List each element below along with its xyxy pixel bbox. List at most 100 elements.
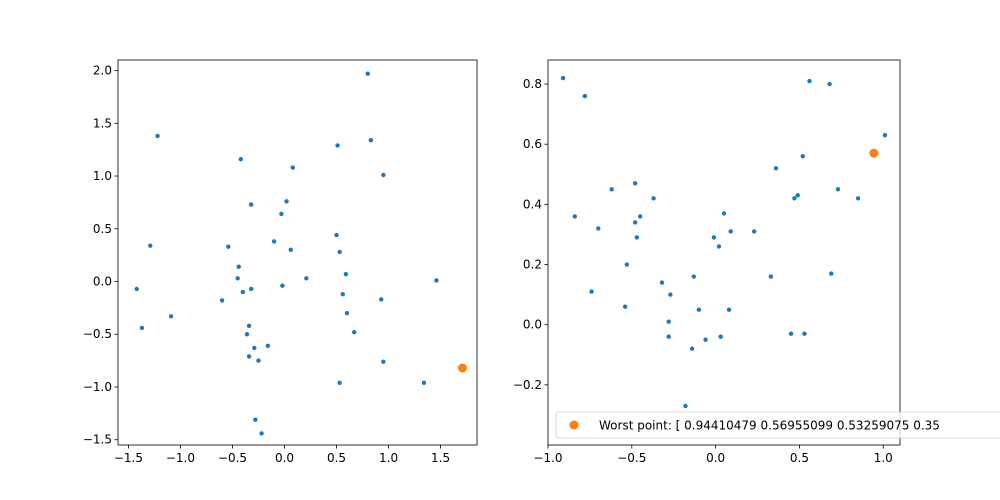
data-point-23: [716, 244, 722, 249]
data-point-37: [368, 137, 374, 143]
data-point-28: [751, 229, 757, 234]
data-point-6: [622, 304, 628, 309]
data-point-9: [632, 220, 638, 225]
y-tick-label: −1.0: [83, 380, 112, 394]
data-point-33: [795, 193, 800, 198]
data-point-23: [280, 283, 285, 288]
data-point-41: [882, 133, 888, 138]
right-scatter-plot: −1.0 −0.5 0.0 0.5 1.0 −0.2 0.0 0.2 0.4 0.6 0.8 Wors…: [513, 59, 1000, 465]
data-point-6: [226, 244, 231, 249]
data-point-22: [711, 235, 717, 240]
y-tick-label: 0.5: [93, 222, 112, 236]
x-tick-label: −1.0: [533, 451, 562, 465]
data-point-25: [721, 211, 727, 216]
data-point-32: [792, 196, 797, 201]
axes-frame: [547, 59, 901, 446]
data-point-35: [802, 331, 807, 336]
data-point-27: [728, 229, 733, 234]
data-point-8: [632, 181, 638, 186]
y-tick-label: 0.0: [93, 275, 112, 289]
x-tick-label: −0.5: [617, 451, 646, 465]
data-point-29: [335, 143, 340, 148]
y-tick-label: 0.4: [523, 197, 542, 211]
data-point-35: [352, 329, 357, 335]
x-tick-label: −1.5: [114, 451, 143, 465]
y-tick-label: 2.0: [93, 64, 112, 78]
y-tick-label: 0.0: [523, 318, 542, 332]
legend-label: Worst point: [ 0.94410479 0.56955099 0.5…: [599, 419, 940, 433]
data-point-27: [304, 276, 309, 281]
x-tick-label: −1.0: [166, 451, 195, 465]
series-0: [560, 75, 888, 409]
data-point-40: [855, 196, 861, 201]
data-point-30: [773, 166, 779, 171]
data-point-4: [168, 314, 174, 319]
data-point-19: [691, 274, 697, 279]
data-point-5: [609, 187, 614, 192]
data-point-29: [768, 274, 774, 279]
data-point-10: [634, 235, 640, 240]
data-point-15: [666, 334, 671, 339]
y-tick-label: 1.5: [93, 116, 112, 130]
data-point-1: [572, 214, 578, 219]
data-point-37: [827, 81, 832, 87]
y-tick-label: 0.2: [523, 258, 542, 272]
series-1: [457, 363, 467, 373]
data-point-12: [246, 323, 252, 329]
data-point-33: [343, 271, 349, 277]
worst-point-0: [457, 363, 467, 373]
data-point-24: [718, 334, 723, 339]
data-point-11: [637, 214, 643, 219]
data-point-36: [365, 71, 370, 76]
data-point-7: [235, 276, 240, 281]
legend-box: [555, 411, 1000, 439]
data-point-13: [246, 354, 252, 359]
data-point-0: [560, 75, 566, 81]
data-point-22: [279, 211, 284, 217]
data-point-15: [248, 202, 254, 207]
data-point-31: [788, 331, 794, 336]
data-point-16: [252, 345, 257, 351]
data-point-21: [703, 337, 708, 342]
series-0: [134, 71, 439, 436]
y-tick-label: 0.6: [523, 137, 542, 151]
data-point-40: [381, 359, 386, 364]
data-point-42: [434, 278, 439, 283]
x-tick-label: 1.0: [874, 451, 893, 465]
data-point-8: [236, 264, 241, 269]
data-point-14: [248, 286, 254, 292]
data-point-0: [134, 286, 139, 292]
left-scatter-plot: −1.5 −1.0 −0.5 0.0 0.5 1.0 1.5 −1.5 −1.0 −0.5 0.0 0…: [83, 59, 478, 465]
data-point-31: [337, 380, 342, 385]
legend: Worst point: [ 0.94410479 0.56955099 0.5…: [555, 411, 1000, 439]
worst-point-0: [869, 148, 879, 158]
x-tick-label: −0.5: [218, 451, 247, 465]
x-tick-label: 1.0: [379, 451, 398, 465]
y-tick-label: −1.5: [83, 433, 112, 447]
data-point-18: [256, 358, 261, 363]
y-tick-label: 1.0: [93, 169, 112, 183]
data-point-5: [219, 298, 225, 303]
data-point-3: [589, 289, 594, 294]
y-tick-label: 0.8: [523, 77, 542, 91]
data-point-11: [244, 332, 250, 337]
data-point-19: [259, 431, 264, 436]
data-point-26: [290, 165, 296, 170]
data-point-26: [726, 307, 732, 312]
data-point-20: [265, 343, 271, 349]
axes-frame: [117, 59, 478, 446]
x-tick-label: 0.0: [706, 451, 725, 465]
data-point-10: [240, 289, 246, 295]
data-point-14: [666, 319, 671, 324]
data-point-2: [582, 93, 588, 99]
x-tick-label: 0.5: [327, 451, 346, 465]
legend-marker: [569, 420, 579, 430]
data-point-30: [337, 249, 342, 255]
data-point-41: [421, 380, 427, 385]
x-tick-label: 0.0: [275, 451, 294, 465]
data-point-4: [596, 226, 601, 231]
data-point-28: [334, 232, 339, 238]
data-point-39: [835, 187, 841, 192]
x-tick-label: 0.5: [790, 451, 809, 465]
